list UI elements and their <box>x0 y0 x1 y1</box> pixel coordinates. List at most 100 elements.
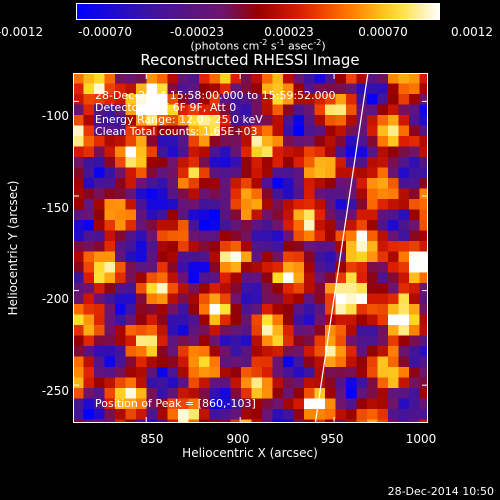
heatmap-cell <box>199 125 211 137</box>
heatmap-cell <box>251 220 263 232</box>
heatmap-cell <box>146 94 158 106</box>
heatmap-cell <box>241 230 253 242</box>
heatmap-cell <box>241 335 253 347</box>
heatmap-cell <box>125 251 137 263</box>
heatmap-cell <box>272 272 284 284</box>
heatmap-cell <box>188 377 200 389</box>
heatmap-cell <box>199 230 211 242</box>
heatmap-cell <box>136 272 148 284</box>
heatmap-cell <box>398 94 410 106</box>
heatmap-cell <box>409 346 421 358</box>
heatmap-cell <box>188 335 200 347</box>
heatmap-cell <box>136 314 148 326</box>
colorbar-tick: 0.00070 <box>358 25 408 39</box>
heatmap-cell <box>388 314 400 326</box>
heatmap-cell <box>83 104 95 116</box>
heatmap-cell <box>241 188 253 200</box>
heatmap-cell <box>115 146 127 158</box>
heatmap-cell <box>178 115 190 127</box>
heatmap-cell <box>314 188 326 200</box>
heatmap-cell <box>94 83 106 95</box>
heatmap-svg <box>73 73 428 423</box>
heatmap-cell <box>409 125 421 137</box>
heatmap-cell <box>104 272 116 284</box>
heatmap-cell <box>388 94 400 106</box>
heatmap-cell <box>293 314 305 326</box>
heatmap-cell <box>178 83 190 95</box>
heatmap-cell <box>146 293 158 305</box>
heatmap-cell <box>419 398 428 410</box>
heatmap-cell <box>272 262 284 274</box>
heatmap-cell <box>220 377 232 389</box>
heatmap-cell <box>398 314 410 326</box>
heatmap-cell <box>251 367 263 379</box>
heatmap-cell <box>314 272 326 284</box>
heatmap-cell <box>241 146 253 158</box>
heatmap-cell <box>325 325 337 337</box>
heatmap-cell <box>346 73 358 85</box>
heatmap-cell <box>272 304 284 316</box>
heatmap-cell <box>220 94 232 106</box>
heatmap-cell <box>136 125 148 137</box>
heatmap-cell <box>125 178 137 190</box>
heatmap-cell <box>346 398 358 410</box>
heatmap-cell <box>146 188 158 200</box>
heatmap-cell <box>230 398 242 410</box>
heatmap-cell <box>314 398 326 410</box>
heatmap-cell <box>125 188 137 200</box>
heatmap-cell <box>115 199 127 211</box>
heatmap-cell <box>199 167 211 179</box>
heatmap-cell <box>325 283 337 295</box>
heatmap-cell <box>230 125 242 137</box>
heatmap-cell <box>167 220 179 232</box>
heatmap-cell <box>377 73 389 85</box>
heatmap-cell <box>83 419 95 423</box>
heatmap-cell <box>388 325 400 337</box>
heatmap-cell <box>199 262 211 274</box>
heatmap-cell <box>272 209 284 221</box>
heatmap-cell <box>251 146 263 158</box>
heatmap-cell <box>304 272 316 284</box>
heatmap-cell <box>199 356 211 368</box>
heatmap-cell <box>157 104 169 116</box>
heatmap-cell <box>104 283 116 295</box>
heatmap-cell <box>230 251 242 263</box>
heatmap-cell <box>325 346 337 358</box>
heatmap-cell <box>94 209 106 221</box>
heatmap-cell <box>136 304 148 316</box>
heatmap-cell <box>377 398 389 410</box>
heatmap-cell <box>304 188 316 200</box>
heatmap-cell <box>356 157 368 169</box>
heatmap-cell <box>293 188 305 200</box>
heatmap-cell <box>94 73 106 85</box>
heatmap-cell <box>388 230 400 242</box>
heatmap-cell <box>409 73 421 85</box>
heatmap-cell <box>241 157 253 169</box>
heatmap-cell <box>262 146 274 158</box>
heatmap-cell <box>346 125 358 137</box>
heatmap-cell <box>167 388 179 400</box>
heatmap-cell <box>188 293 200 305</box>
heatmap-cell <box>293 409 305 421</box>
heatmap-cell <box>398 230 410 242</box>
heatmap-cell <box>83 356 95 368</box>
heatmap-cell <box>199 272 211 284</box>
heatmap-cell <box>325 377 337 389</box>
heatmap-cell <box>293 94 305 106</box>
heatmap-cell <box>251 272 263 284</box>
heatmap-cell <box>314 283 326 295</box>
heatmap-cell <box>251 346 263 358</box>
heatmap-cell <box>209 73 221 85</box>
heatmap-cell <box>167 73 179 85</box>
heatmap-cell <box>314 409 326 421</box>
annotation-counts: Clean Total counts: 1.65E+03 <box>95 125 258 138</box>
heatmap-cell <box>83 388 95 400</box>
heatmap-cell <box>251 157 263 169</box>
heatmap-cell <box>409 188 421 200</box>
heatmap-cell <box>251 377 263 389</box>
heatmap-cell <box>262 367 274 379</box>
heatmap-cell <box>398 115 410 127</box>
heatmap-cell <box>367 262 379 274</box>
heatmap-cell <box>419 125 428 137</box>
heatmap-cell <box>388 199 400 211</box>
